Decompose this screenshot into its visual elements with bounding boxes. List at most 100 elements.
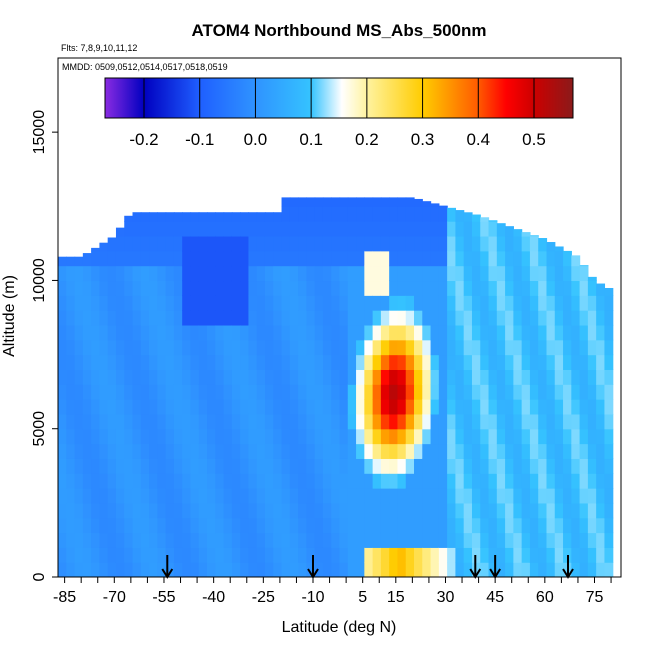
- heatmap-cell: [389, 547, 399, 563]
- heatmap-cell: [471, 384, 481, 400]
- heatmap-cell: [91, 324, 100, 341]
- heatmap-cell: [521, 399, 531, 415]
- heatmap-cell: [422, 458, 432, 474]
- heatmap-cell: [372, 562, 382, 577]
- heatmap-cell: [554, 488, 564, 504]
- heatmap-cell: [314, 280, 324, 296]
- heatmap-cell: [438, 295, 448, 311]
- heatmap-cell: [207, 413, 216, 430]
- heatmap-cell: [364, 547, 374, 563]
- heatmap-cell: [414, 265, 423, 282]
- heatmap-cell: [455, 458, 465, 474]
- x-tick-label: 60: [536, 589, 554, 606]
- heatmap-cell: [538, 428, 548, 445]
- heatmap-cell: [488, 324, 498, 341]
- heatmap-cell: [273, 339, 283, 356]
- heatmap-cell: [496, 310, 506, 326]
- heatmap-cell: [140, 250, 150, 267]
- heatmap-cell: [356, 280, 365, 296]
- heatmap-cell: [455, 265, 465, 282]
- heatmap-cell: [281, 221, 291, 237]
- heatmap-cell: [58, 547, 67, 563]
- heatmap-cell: [496, 223, 506, 237]
- heatmap-cell: [414, 198, 423, 207]
- heatmap-cell: [496, 324, 506, 341]
- heatmap-cell: [240, 212, 250, 222]
- heatmap-cell: [115, 443, 125, 459]
- heatmap-cell: [430, 354, 440, 370]
- heatmap-cell: [471, 324, 481, 341]
- heatmap-cell: [380, 206, 390, 222]
- heatmap-cell: [264, 413, 274, 430]
- heatmap-cell: [157, 443, 167, 459]
- heatmap-cell: [447, 310, 457, 326]
- heatmap-cell: [165, 295, 175, 311]
- heatmap-cell: [438, 562, 448, 577]
- heatmap-cell: [264, 369, 274, 385]
- heatmap-cell: [124, 562, 134, 577]
- heatmap-cell: [471, 280, 481, 296]
- heatmap-cell: [356, 562, 365, 577]
- heatmap-cell: [149, 413, 158, 430]
- heatmap-cell: [505, 235, 514, 252]
- heatmap-cell: [438, 339, 448, 356]
- heatmap-cell: [505, 517, 514, 534]
- heatmap-cell: [438, 280, 448, 296]
- heatmap-cell: [538, 488, 548, 504]
- heatmap-cell: [397, 250, 407, 267]
- heatmap-cell: [538, 238, 548, 252]
- heatmap-cell: [182, 547, 192, 563]
- heatmap-cell: [182, 235, 192, 252]
- heatmap-cell: [513, 384, 523, 400]
- heatmap-cell: [414, 324, 423, 341]
- heatmap-cell: [604, 562, 614, 577]
- heatmap-cell: [521, 324, 531, 341]
- heatmap-cell: [447, 250, 457, 267]
- heatmap-cell: [405, 221, 415, 237]
- heatmap-cell: [74, 295, 84, 311]
- heatmap-cell: [322, 324, 332, 341]
- heatmap-cell: [389, 221, 399, 237]
- heatmap-cell: [264, 473, 274, 489]
- heatmap-cell: [207, 295, 216, 311]
- heatmap-cell: [74, 532, 84, 548]
- heatmap-cell: [157, 428, 167, 445]
- heatmap-cell: [604, 517, 614, 534]
- heatmap-cell: [430, 547, 440, 563]
- heatmap-cell: [554, 517, 564, 534]
- heatmap-cell: [281, 206, 291, 222]
- heatmap-cell: [322, 339, 332, 356]
- heatmap-cell: [273, 473, 283, 489]
- heatmap-cell: [207, 473, 216, 489]
- heatmap-cell: [149, 547, 158, 563]
- heatmap-cell: [281, 369, 291, 385]
- x-tick-label: -25: [252, 589, 275, 606]
- heatmap-cell: [289, 369, 299, 385]
- heatmap-cell: [190, 502, 200, 519]
- heatmap-cell: [99, 280, 109, 296]
- heatmap-cell: [364, 197, 374, 207]
- heatmap-cell: [513, 339, 523, 356]
- heatmap-cell: [157, 369, 167, 385]
- heatmap-cell: [273, 369, 283, 385]
- heatmap-cell: [438, 547, 448, 563]
- heatmap-cell: [215, 265, 225, 282]
- heatmap-cell: [422, 488, 432, 504]
- heatmap-cell: [157, 212, 167, 222]
- heatmap-cell: [554, 562, 564, 577]
- heatmap-cell: [471, 428, 481, 445]
- heatmap-cell: [587, 473, 597, 489]
- heatmap-cell: [471, 458, 481, 474]
- heatmap-cell: [521, 295, 531, 311]
- heatmap-cell: [248, 369, 258, 385]
- heatmap-cell: [74, 413, 84, 430]
- heatmap-cell: [405, 295, 415, 311]
- heatmap-cell: [463, 295, 473, 311]
- heatmap-cell: [538, 532, 548, 548]
- heatmap-cell: [538, 562, 548, 577]
- heatmap-cell: [240, 399, 250, 415]
- heatmap-cell: [140, 235, 150, 252]
- heatmap-cell: [529, 265, 539, 282]
- heatmap-cell: [306, 443, 316, 459]
- heatmap-cell: [157, 221, 167, 237]
